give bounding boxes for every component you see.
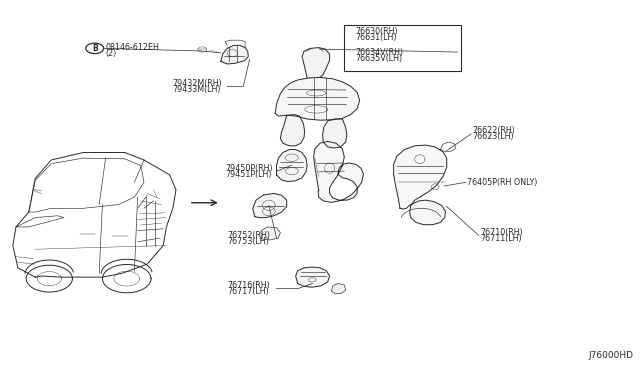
- Polygon shape: [276, 150, 307, 182]
- Polygon shape: [302, 48, 330, 78]
- Polygon shape: [261, 227, 280, 240]
- Polygon shape: [253, 193, 287, 218]
- Text: 76716(RH): 76716(RH): [227, 281, 270, 290]
- Text: 76710(RH): 76710(RH): [480, 228, 523, 237]
- Text: 79451P(LH): 79451P(LH): [225, 170, 272, 179]
- Text: 76753(LH): 76753(LH): [227, 237, 269, 246]
- Text: 76635V(LH): 76635V(LH): [355, 54, 403, 63]
- Polygon shape: [394, 145, 447, 225]
- Text: (2): (2): [106, 49, 117, 58]
- Text: B: B: [92, 44, 97, 53]
- Text: 76711(LH): 76711(LH): [480, 234, 522, 243]
- Text: 08146-612EH: 08146-612EH: [106, 43, 159, 52]
- Text: J76000HD: J76000HD: [589, 351, 634, 360]
- Polygon shape: [280, 115, 305, 146]
- Text: 79450P(RH): 79450P(RH): [225, 164, 273, 173]
- Polygon shape: [221, 45, 248, 64]
- Polygon shape: [275, 77, 360, 120]
- Text: 76752(RH): 76752(RH): [227, 231, 270, 240]
- Text: 76405P(RH ONLY): 76405P(RH ONLY): [467, 178, 538, 187]
- Text: 76623(LH): 76623(LH): [472, 132, 514, 141]
- Text: 79433M(LH): 79433M(LH): [173, 85, 221, 94]
- Text: 76630(RH): 76630(RH): [355, 27, 398, 36]
- Polygon shape: [332, 283, 346, 294]
- Text: 76717(LH): 76717(LH): [227, 287, 269, 296]
- Text: 76622(RH): 76622(RH): [472, 126, 515, 135]
- Polygon shape: [296, 267, 330, 287]
- Text: 76631(LH): 76631(LH): [355, 33, 397, 42]
- Text: 76634V(RH): 76634V(RH): [355, 48, 403, 57]
- Polygon shape: [314, 141, 364, 202]
- Text: 79432M(RH): 79432M(RH): [173, 79, 223, 88]
- Polygon shape: [323, 119, 347, 148]
